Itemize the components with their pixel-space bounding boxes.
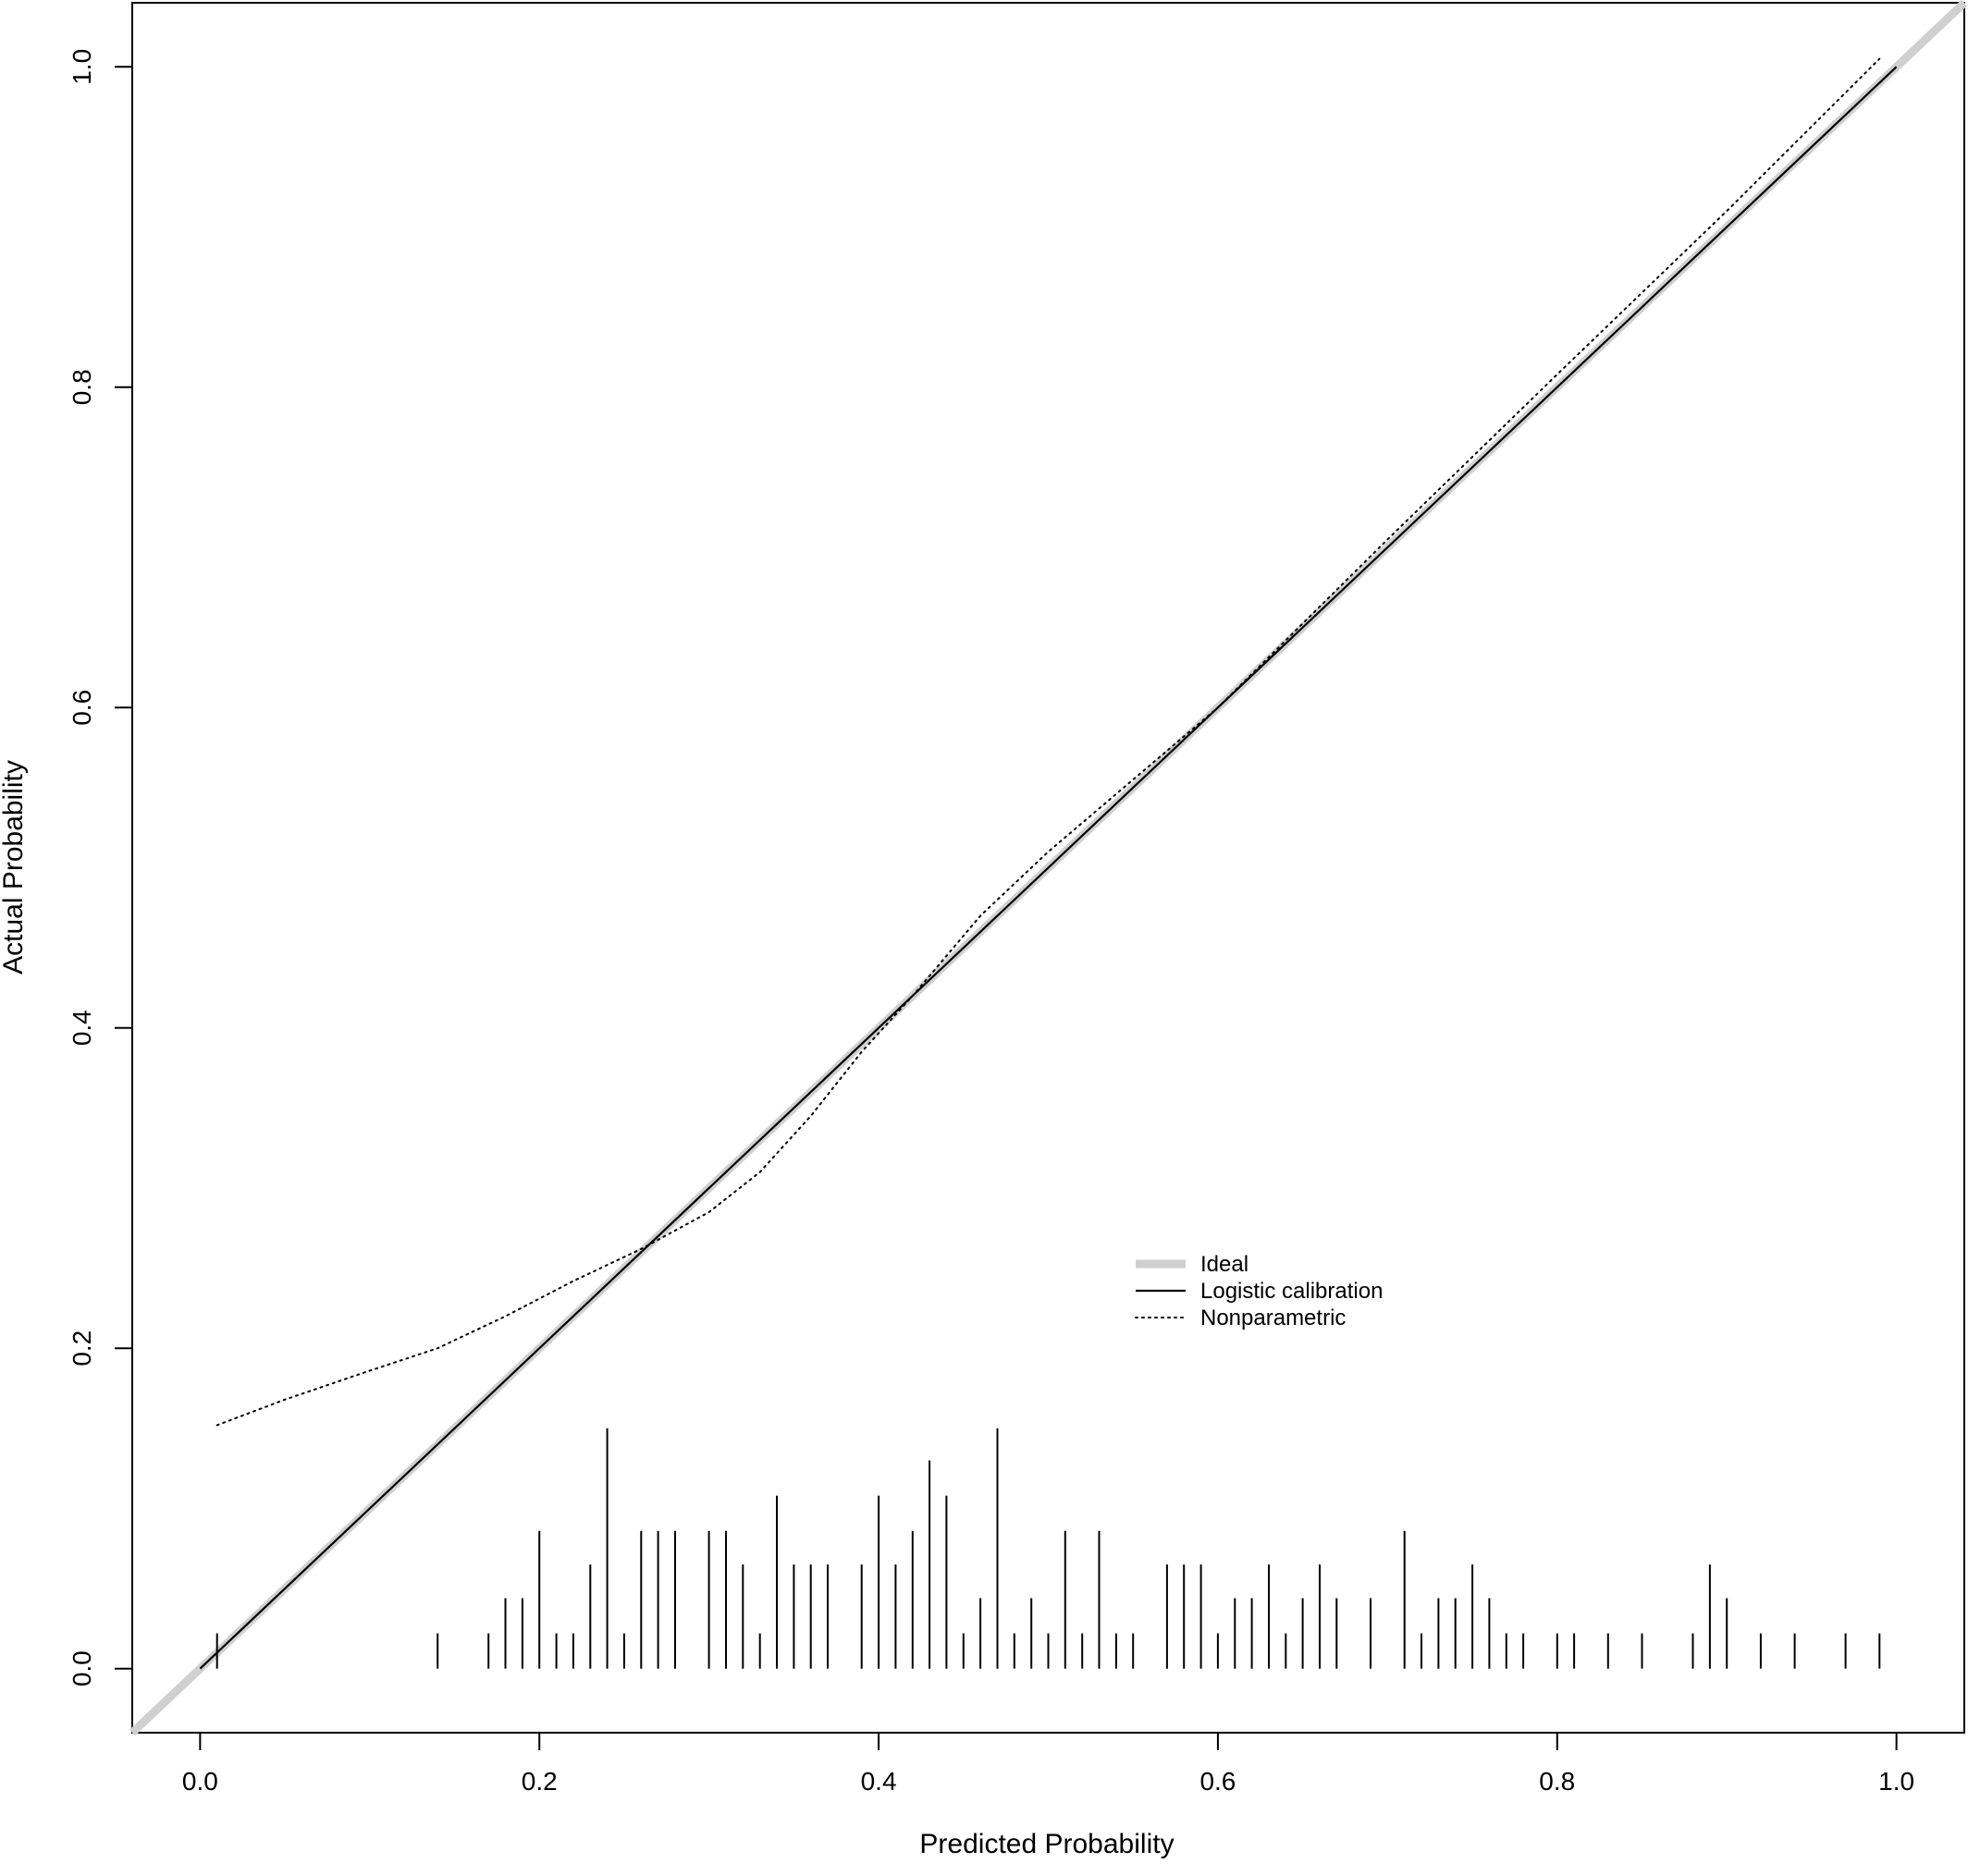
x-tick-label: 1.0 [1878,1767,1914,1796]
x-tick-label: 0.0 [182,1767,218,1796]
x-axis-title: Predicted Probability [919,1829,1174,1859]
x-tick-label: 0.8 [1539,1767,1575,1796]
series-layer [129,0,1968,1736]
y-tick-label: 0.6 [68,690,96,726]
x-axis: 0.0 0.2 0.4 0.6 0.8 1.0 [182,1732,1914,1796]
legend-label: Logistic calibration [1200,1279,1383,1304]
x-tick-label: 0.2 [522,1767,558,1796]
y-axis: 0.0 0.2 0.4 0.6 0.8 1.0 [68,49,133,1686]
y-axis-title: Actual Probability [0,760,29,975]
series-nonparametric-line [215,57,1881,1427]
y-tick-label: 0.8 [68,369,96,405]
y-tick-label: 1.0 [68,49,96,85]
legend-label: Ideal [1200,1252,1248,1277]
legend-label: Nonparametric [1200,1306,1346,1330]
y-tick-label: 0.0 [68,1650,96,1686]
rug-layer [215,1428,1881,1669]
series-logistic-calibration-line [199,66,1898,1670]
x-tick-label: 0.4 [861,1767,897,1796]
y-tick-label: 0.2 [68,1330,96,1367]
y-tick-label: 0.4 [68,1010,96,1046]
x-tick-label: 0.6 [1199,1767,1236,1796]
